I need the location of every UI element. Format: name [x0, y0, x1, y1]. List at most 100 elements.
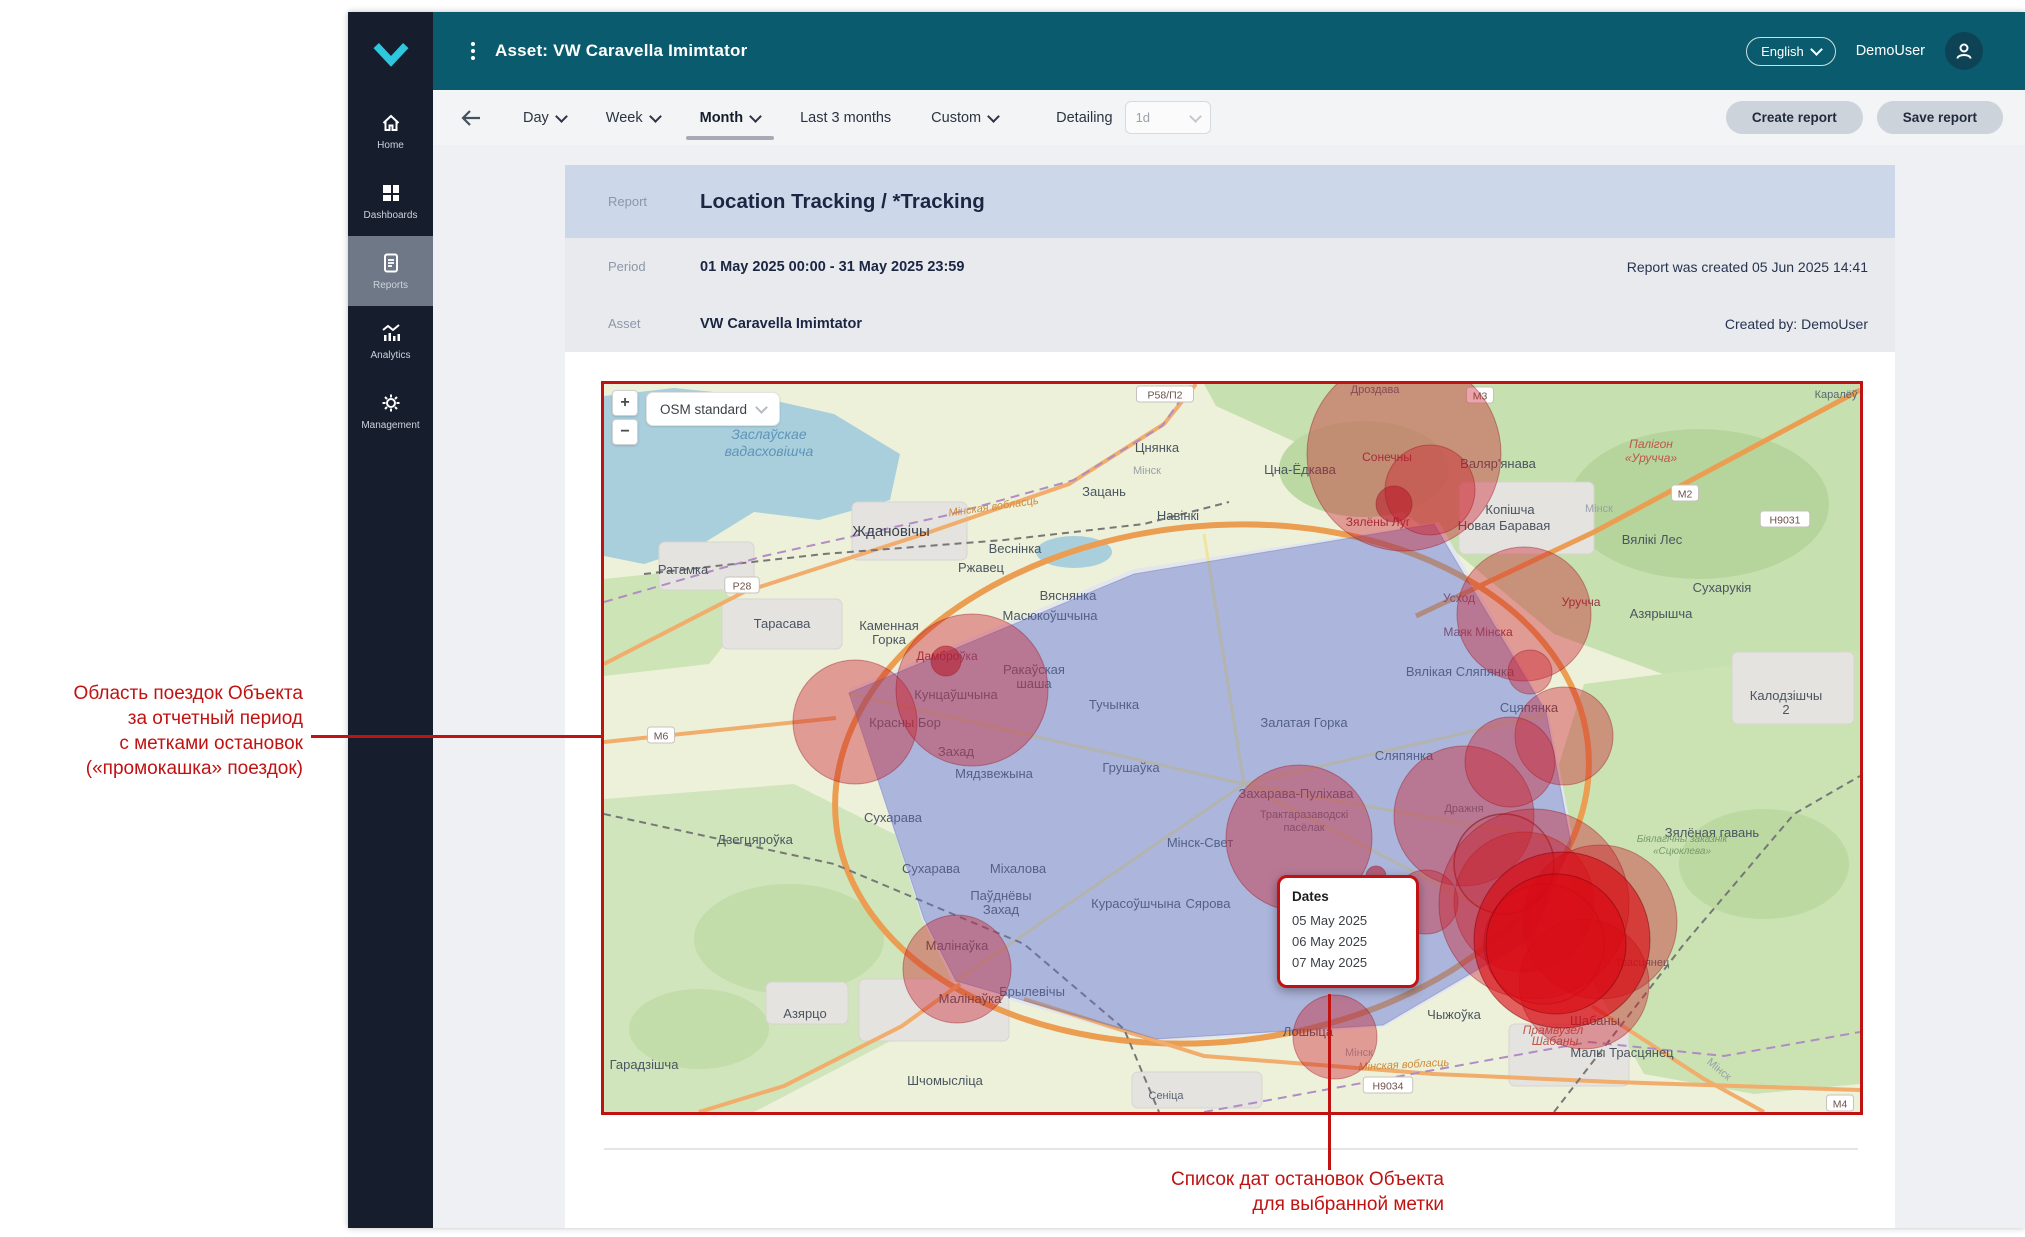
annotation-line: для выбранной метки — [1004, 1193, 1444, 1218]
report-title: Location Tracking / *Tracking — [700, 190, 985, 214]
chevron-logo-icon — [372, 40, 410, 68]
date-item[interactable]: 07 May 2025 — [1292, 955, 1404, 970]
created-by-text: Created by: DemoUser — [1725, 316, 1868, 332]
chevron-down-icon — [1810, 43, 1823, 56]
map-label: Чыжоўка — [1427, 1007, 1481, 1022]
stop-marker[interactable] — [896, 614, 1048, 766]
annotation-line: Список дат остановок Объекта — [1004, 1168, 1444, 1193]
stop-marker[interactable] — [903, 915, 1011, 1023]
map[interactable]: ЗаслаўскаевадасховішчаЖдановічыРатамкаТа… — [601, 381, 1863, 1115]
period-tab-day[interactable]: Day — [523, 110, 566, 126]
toolbar: Day Week Month Last 3 months Custom Deta… — [433, 90, 2025, 145]
map-label: Сеніца — [1149, 1090, 1185, 1102]
map-canvas[interactable]: ЗаслаўскаевадасховішчаЖдановічыРатамкаТа… — [604, 384, 1860, 1112]
create-report-button[interactable]: Create report — [1726, 101, 1863, 134]
map-label: Ржавец — [958, 560, 1005, 575]
app-logo[interactable] — [348, 12, 433, 96]
map-label: Гарадзішча — [610, 1057, 680, 1072]
stop-marker[interactable] — [1465, 717, 1555, 807]
sidebar: Home Dashboards Reports Analytics — [348, 12, 433, 1228]
section-divider — [604, 1148, 1858, 1150]
road-badge-label: P28 — [733, 581, 752, 593]
detailing-value: 1d — [1136, 110, 1150, 125]
period-value: 01 May 2025 00:00 - 31 May 2025 23:59 — [700, 259, 964, 275]
tab-label: Week — [606, 110, 643, 126]
sidebar-item-dashboards[interactable]: Dashboards — [348, 166, 433, 236]
save-report-button[interactable]: Save report — [1877, 101, 2003, 134]
period-tab-custom[interactable]: Custom — [931, 110, 998, 126]
period-tab-week[interactable]: Week — [606, 110, 660, 126]
detailing-select[interactable]: 1d — [1125, 101, 1211, 134]
language-select[interactable]: English — [1746, 37, 1836, 66]
chevron-down-icon — [1189, 110, 1202, 123]
map-label: Шчомысліца — [907, 1073, 984, 1088]
map-label: Копішча — [1485, 502, 1535, 517]
map-label: Мінск — [1585, 503, 1613, 515]
map-label: Ждановічы — [852, 523, 929, 540]
road-badge-label: М6 — [654, 731, 669, 743]
tab-label: Custom — [931, 110, 981, 126]
annotation-line: за отчетный период — [0, 706, 303, 731]
report-label: Report — [608, 194, 700, 209]
person-icon — [1953, 40, 1975, 62]
gear-icon — [380, 392, 402, 414]
period-tab-month[interactable]: Month — [700, 110, 760, 126]
sidebar-item-label: Analytics — [370, 350, 410, 361]
map-label: Тарасава — [754, 616, 812, 631]
map-label: 2 — [1782, 702, 1789, 717]
avatar[interactable] — [1945, 32, 1983, 70]
sidebar-item-management[interactable]: Management — [348, 376, 433, 446]
annotation-dates-list: Список дат остановок Объекта для выбранн… — [1004, 1168, 1444, 1217]
header: Asset: VW Caravella Imimtator English De… — [433, 12, 2025, 90]
chevron-down-icon — [987, 110, 1000, 123]
back-button[interactable] — [459, 107, 483, 129]
road-badge-label: М2 — [1678, 489, 1693, 501]
chevron-down-icon — [649, 110, 662, 123]
date-item[interactable]: 06 May 2025 — [1292, 934, 1404, 949]
annotation-line: Область поездок Объекта — [0, 681, 303, 706]
road-badge-label: H9031 — [1770, 515, 1801, 527]
road-badge-label: Р58/П2 — [1148, 390, 1183, 402]
asset-row: Asset VW Caravella Imimtator Created by:… — [565, 295, 1895, 352]
map-label: Азярышча — [1630, 606, 1693, 621]
sidebar-item-analytics[interactable]: Analytics — [348, 306, 433, 376]
map-label: Каменная — [859, 618, 919, 633]
tab-label: Day — [523, 110, 549, 126]
sidebar-item-home[interactable]: Home — [348, 96, 433, 166]
report-meta-band: Period 01 May 2025 00:00 - 31 May 2025 2… — [565, 238, 1895, 352]
stop-marker[interactable] — [1376, 486, 1412, 522]
map-label: Вялікі Лес — [1622, 532, 1683, 547]
stop-marker[interactable] — [1508, 650, 1552, 694]
map-label: Ратамка — [658, 562, 709, 577]
sidebar-item-label: Home — [377, 140, 404, 151]
map-label: Азярцо — [783, 1006, 826, 1021]
sidebar-item-label: Reports — [373, 280, 408, 291]
period-tab-last-3-months[interactable]: Last 3 months — [800, 110, 891, 126]
map-label: Горка — [872, 632, 907, 647]
zoom-in-button[interactable]: + — [612, 390, 638, 416]
chevron-down-icon — [755, 401, 768, 414]
asset-value: VW Caravella Imimtator — [700, 316, 862, 332]
dashboards-icon — [380, 182, 402, 204]
annotation-line: с метками остановок — [0, 731, 303, 756]
road-badge-label: М4 — [1833, 1099, 1848, 1111]
map-zoom-controls: + − — [612, 390, 638, 445]
map-label: Мінск — [1133, 465, 1161, 477]
zoom-out-button[interactable]: − — [612, 419, 638, 445]
kebab-menu-icon[interactable] — [471, 42, 475, 60]
stop-marker[interactable] — [1486, 874, 1626, 1014]
app-window: Home Dashboards Reports Analytics — [348, 12, 2025, 1228]
chevron-down-icon — [555, 110, 568, 123]
sidebar-item-reports[interactable]: Reports — [348, 236, 433, 306]
analytics-icon — [380, 322, 402, 344]
stop-marker[interactable] — [1293, 995, 1377, 1079]
report-header-band: Report Location Tracking / *Tracking — [565, 165, 1895, 238]
map-label: Навінкі — [1157, 508, 1199, 523]
map-label: Калодзішчы — [1750, 688, 1822, 703]
stop-marker[interactable] — [931, 646, 961, 676]
date-item[interactable]: 05 May 2025 — [1292, 913, 1404, 928]
map-label: Біялагічны заказнік — [1637, 834, 1729, 845]
annotation-connector-vertical — [1328, 994, 1331, 1170]
home-icon — [380, 112, 402, 134]
map-layer-select[interactable]: OSM standard — [646, 392, 780, 426]
